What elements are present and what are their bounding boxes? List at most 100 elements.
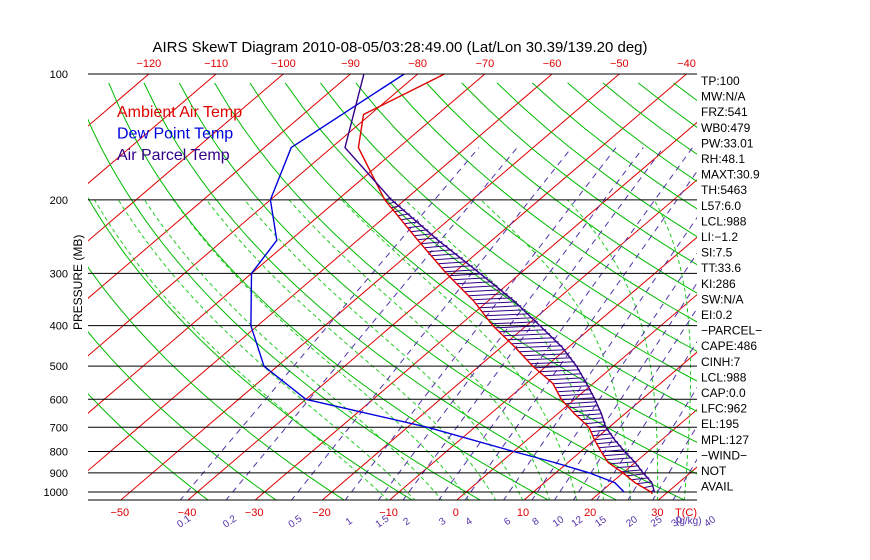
pressure-label: 1000: [44, 487, 68, 499]
index-item: −WIND−: [701, 448, 747, 462]
top-temp-label: −110: [204, 58, 228, 70]
index-item: TP:100: [701, 74, 740, 88]
bottom-temp-label: −50: [110, 507, 129, 519]
cape-hatch-line: [441, 265, 473, 269]
cape-hatch-line: [636, 481, 653, 485]
isotherm-line: [792, 65, 870, 501]
cape-hatch-line: [598, 445, 622, 449]
cape-hatch-line: [464, 289, 503, 293]
bottom-temp-label: 20: [584, 507, 596, 519]
pressure-label: 600: [50, 394, 68, 406]
index-item: SI:7.5: [701, 246, 733, 260]
mixing-ratio-lines: [179, 147, 697, 500]
mixing-ratio-label: 20: [624, 514, 640, 530]
cape-hatch-line: [420, 241, 443, 245]
cape-hatch-line: [601, 449, 625, 453]
isotherm-line: [88, 74, 352, 299]
dry-adiabat-line: [88, 197, 414, 500]
cape-hatch-line: [479, 305, 522, 309]
top-temp-label: −50: [610, 58, 629, 70]
bottom-temp-label: 0: [453, 507, 459, 519]
cape-hatch-line: [434, 257, 463, 261]
pressure-label: 200: [50, 195, 68, 207]
top-temp-label: −60: [543, 58, 562, 70]
index-item: CAPE:486: [701, 339, 757, 353]
cape-hatch-line: [472, 297, 513, 301]
isotherm-line: [321, 179, 697, 500]
top-temp-label: −80: [408, 58, 427, 70]
mixing-ratio-label: 40: [702, 514, 718, 530]
mixing-ratio-label: 10: [551, 514, 567, 530]
dry-adiabat-line: [214, 82, 697, 475]
cape-hatch-line: [526, 357, 572, 361]
cape-hatch-line: [460, 285, 498, 289]
dry-adiabat-line: [744, 83, 870, 501]
pressure-label: 300: [50, 268, 68, 280]
bottom-temp-label: −40: [178, 507, 197, 519]
cape-hatch-line: [557, 389, 591, 393]
isotherm-line: [88, 74, 285, 242]
cape-hatch-line: [626, 473, 646, 477]
moist-adiabat-line: [173, 199, 470, 500]
mixing-ratio-line: [377, 147, 644, 500]
index-item: TT:33.6: [701, 261, 741, 275]
cape-hatch-line: [482, 309, 526, 313]
cape-hatch-line: [519, 349, 566, 353]
index-item: KI:286: [701, 277, 736, 291]
dry-adiabat-line: [320, 82, 697, 382]
index-item: LCL:988: [701, 214, 747, 228]
dry-adiabat-line: [284, 82, 697, 412]
isotherm-line: [0, 65, 25, 501]
cape-hatch-line: [590, 429, 610, 433]
cape-hatch-line: [534, 365, 578, 369]
index-item: EI:0.2: [701, 308, 733, 322]
legend-item: Air Parcel Temp: [117, 147, 230, 164]
bottom-temp-label: −20: [312, 507, 331, 519]
isotherm-line: [88, 74, 486, 414]
pressure-label: 800: [50, 446, 68, 458]
cape-hatch-line: [475, 301, 518, 305]
cape-hatch-line: [488, 317, 534, 321]
cape-hatch-line: [511, 341, 559, 345]
mixing-ratio-line: [402, 147, 664, 500]
cape-hatch-line: [456, 281, 493, 285]
y-axis-label: PRESSURE (MB): [71, 235, 85, 330]
mixing-ratio-line: [572, 307, 697, 500]
dry-adiabat-line: [143, 82, 618, 500]
dry-adiabat-line: [88, 266, 345, 500]
top-temp-label: −70: [476, 58, 495, 70]
index-item: L57:6.0: [701, 199, 741, 213]
mixing-ratio-label: 3: [437, 516, 448, 528]
legend: Ambient Air Temp Dew Point Temp Air Parcel…: [117, 104, 242, 164]
top-temp-label: −100: [271, 58, 296, 70]
profile-series: [250, 74, 656, 495]
mixing-ratio-line: [652, 425, 697, 500]
bottom-temp-label: −10: [379, 507, 398, 519]
mixing-ratio-line: [553, 282, 697, 500]
isotherm-line: [88, 74, 419, 357]
top-temp-label: −40: [677, 58, 696, 70]
pressure-label: 900: [50, 468, 68, 480]
mixing-ratio-line: [438, 147, 693, 500]
chart-title: AIRS SkewT Diagram 2010-08-05/03:28:49.0…: [152, 39, 647, 56]
cape-hatch-line: [424, 245, 448, 249]
dry-adiabat-line: [637, 82, 697, 128]
legend-item: Dew Point Temp: [117, 126, 233, 143]
moist-adiabat-line: [206, 199, 497, 500]
moist-adiabat-line: [117, 199, 416, 500]
dry-adiabat-line: [426, 82, 697, 294]
index-item: LCL:988: [701, 370, 747, 384]
index-item: LFC:962: [701, 402, 747, 416]
cape-hatch-line: [417, 237, 438, 241]
index-item: PW:33.01: [701, 136, 754, 150]
index-item: MW:N/A: [701, 90, 745, 104]
mixing-ratio-label: 6: [502, 516, 513, 528]
dry-adiabat-line: [815, 83, 870, 501]
cape-hatch-line: [444, 269, 479, 273]
mixing-ratio-label: 0.5: [287, 513, 305, 530]
pressure-label: 400: [50, 321, 68, 333]
cape-hatch-line: [555, 385, 589, 389]
cape-hatch-line: [596, 441, 619, 445]
